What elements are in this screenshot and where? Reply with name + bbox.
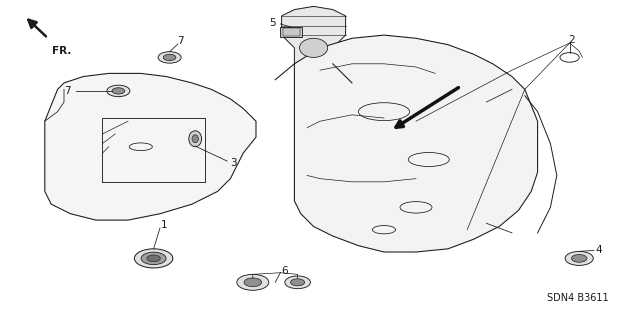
Text: 3: 3 — [230, 158, 237, 168]
Circle shape — [291, 279, 305, 286]
Circle shape — [158, 52, 181, 63]
Circle shape — [134, 249, 173, 268]
Ellipse shape — [300, 38, 328, 57]
Text: 4: 4 — [595, 245, 602, 256]
Text: 2: 2 — [568, 35, 575, 45]
Circle shape — [237, 274, 269, 290]
Text: FR.: FR. — [52, 46, 72, 56]
Polygon shape — [45, 73, 256, 220]
Circle shape — [565, 251, 593, 265]
Circle shape — [572, 255, 587, 262]
Circle shape — [147, 255, 160, 262]
Text: 7: 7 — [64, 86, 70, 96]
Ellipse shape — [189, 131, 202, 147]
Text: SDN4 B3611: SDN4 B3611 — [547, 293, 609, 303]
Circle shape — [285, 276, 310, 289]
Text: 6: 6 — [282, 265, 288, 276]
Text: 1: 1 — [161, 220, 168, 230]
Ellipse shape — [192, 135, 198, 143]
Bar — [280, 27, 303, 37]
Polygon shape — [282, 6, 346, 73]
Circle shape — [244, 278, 262, 287]
Circle shape — [163, 54, 176, 61]
Text: 7: 7 — [177, 36, 184, 46]
Circle shape — [107, 85, 130, 97]
Circle shape — [141, 252, 166, 265]
Circle shape — [112, 88, 125, 94]
Polygon shape — [294, 35, 538, 252]
Bar — [283, 28, 300, 36]
Text: 5: 5 — [269, 18, 275, 28]
